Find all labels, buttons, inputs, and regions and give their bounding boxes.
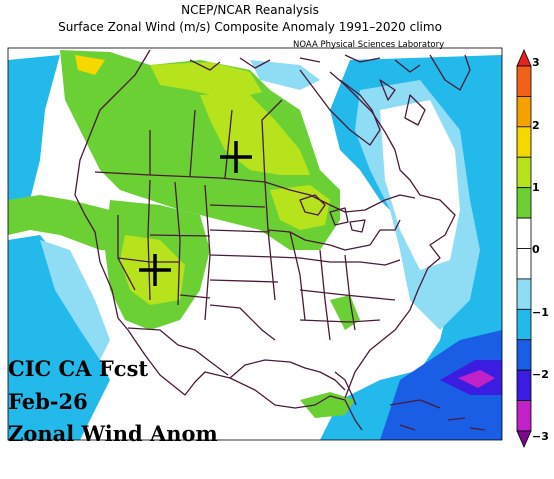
overlay-line-3: Zonal Wind Anom (8, 421, 218, 446)
colorbar-segment (516, 369, 532, 401)
positive-anomaly-northwest (60, 50, 340, 250)
positive-anomaly-greatlakes-yellow (270, 185, 330, 230)
negative-anomaly-light-southwest (40, 240, 110, 360)
gulf-of-mexico (229, 359, 346, 391)
map-frame (7, 47, 503, 441)
colorbar-segment (516, 248, 532, 280)
colorbar-top-arrow (516, 49, 532, 67)
colorbar-tick-0: 0 (532, 243, 540, 256)
boundaries (74, 49, 486, 431)
greenland-edge (429, 54, 471, 91)
title-line-1: NCEP/NCAR Reanalysis (181, 3, 319, 17)
colorbar-tick-1: 1 (532, 181, 540, 194)
mexico-border (127, 327, 229, 376)
plus-marker-arizona (139, 254, 171, 286)
negative-anomaly-atlantic-peak (458, 370, 495, 388)
colorbar-segment (516, 187, 532, 219)
colorbar-tick-neg1: −1 (532, 306, 549, 319)
state-lines-central (209, 181, 306, 341)
caribbean (389, 399, 486, 431)
colorbar-segment (516, 308, 532, 341)
colorbar-tick-neg3: −3 (532, 430, 549, 443)
positive-anomaly-pacific-strip (8, 195, 115, 250)
colorbar-segment (516, 400, 532, 432)
colorbar-segment (516, 339, 532, 371)
negative-anomaly-upper-left (250, 60, 320, 90)
negative-anomaly-northwest (8, 55, 60, 210)
positive-anomaly-northwest-tip-yellow (75, 55, 105, 75)
great-lakes (299, 194, 366, 233)
province-lines (149, 99, 283, 183)
coastline-north-america (74, 49, 363, 431)
colorbar-bottom-arrow (516, 430, 532, 448)
positive-anomaly-northwest-yellow (150, 62, 262, 100)
colorbar-segment (516, 126, 532, 158)
coastline-east (329, 71, 456, 399)
colorbar-tick-neg2: −2 (532, 368, 549, 381)
anomaly-fields (8, 50, 502, 440)
title-line-2: Surface Zonal Wind (m/s) Composite Anoma… (58, 20, 442, 34)
positive-anomaly-canada-yellow (200, 95, 310, 175)
colorbar-segment (516, 156, 532, 189)
overlay-line-1: CIC CA Fcst (8, 356, 149, 381)
overlay-line-2: Feb-26 (8, 389, 88, 414)
colorbar-segment (516, 65, 532, 97)
negative-anomaly-southwest (8, 235, 110, 440)
colorbar-tick-2: 2 (532, 119, 540, 132)
colorbar-segment (516, 278, 532, 310)
colorbar-segment (516, 96, 532, 128)
colorbar-segment (516, 217, 532, 249)
credit-label: NOAA Physical Sciences Laboratory (293, 40, 445, 50)
negative-anomaly-northeast-white (380, 100, 460, 270)
florida (334, 371, 357, 406)
arctic-islands (189, 54, 426, 126)
state-lines-east (274, 219, 401, 341)
plus-marker-north-dakota (220, 141, 252, 173)
hudson-bay (299, 69, 381, 146)
negative-anomaly-atlantic-strong (380, 330, 502, 440)
colorbar-tick-3: 3 (532, 56, 540, 69)
